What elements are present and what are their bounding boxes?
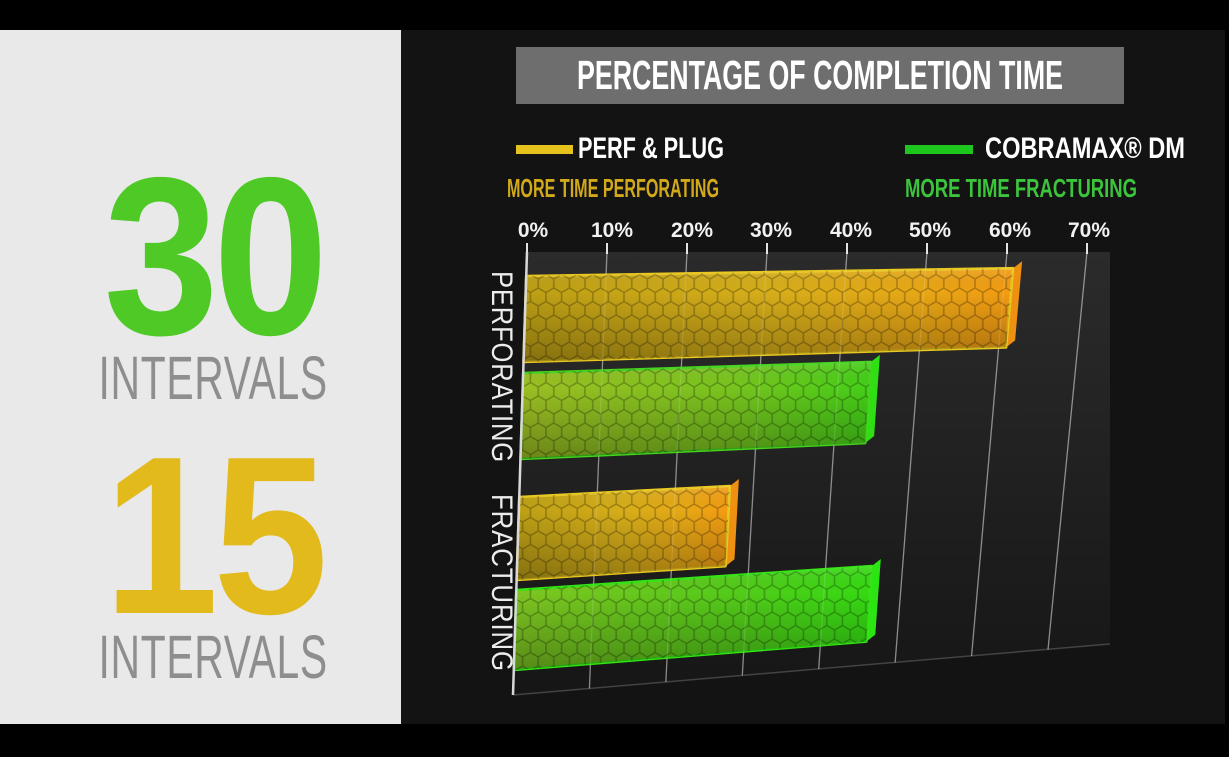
x-tick-40: 40%	[830, 219, 872, 242]
tagline-cobramax: MORE TIME FRACTURING	[905, 173, 1137, 203]
chart-title: PERCENTAGE OF COMPLETION TIME	[577, 52, 1063, 98]
gridline-overlay	[894, 251, 928, 663]
tagline-perf-plug: MORE TIME PERFORATING	[507, 173, 719, 203]
legend-swatch-perf-plug	[516, 145, 573, 154]
bar-shade	[520, 361, 871, 459]
interval-stat-15: 15	[26, 423, 400, 648]
category-label-perforating: PERFORATING	[485, 271, 518, 463]
x-tick-30: 30%	[750, 219, 792, 242]
x-tick-10: 10%	[591, 219, 633, 242]
gridline-overlay	[818, 251, 848, 670]
bar-end-cap	[1006, 261, 1023, 348]
bars	[512, 261, 1023, 672]
gridline-overlay	[970, 251, 1008, 657]
interval-value-30: 30	[103, 130, 328, 382]
bar-end-cap	[725, 479, 739, 567]
x-tick-20: 20%	[671, 219, 713, 242]
category-label-fracturing: FRACTURING	[485, 494, 518, 672]
x-tick-0: 0%	[518, 219, 549, 242]
interval-label-15: INTERVALS	[98, 623, 328, 691]
bar-shade	[523, 268, 1014, 362]
interval-stat-15-label: INTERVALS	[26, 627, 400, 688]
chart-panel: PERCENTAGE OF COMPLETION TIME PERF & PLU…	[401, 30, 1225, 724]
x-tick-60: 60%	[989, 219, 1031, 242]
plot-base-edge	[512, 643, 1111, 696]
interval-label-30: INTERVALS	[98, 344, 328, 412]
x-tick-70: 70%	[1068, 219, 1110, 242]
intervals-panel: 30 INTERVALS 15 INTERVALS	[0, 30, 401, 724]
interval-value-15: 15	[103, 409, 328, 661]
bar-end-cap	[866, 559, 881, 642]
gridline-overlay	[665, 251, 688, 683]
bar-shade	[513, 566, 872, 670]
gridline-overlay	[741, 251, 768, 676]
gridline	[1047, 251, 1088, 650]
gridline-overlay	[1047, 251, 1088, 650]
y-axis-line	[511, 251, 529, 696]
legend-label-perf-plug: PERF & PLUG	[578, 132, 724, 165]
bar-end-cap	[865, 354, 880, 444]
interval-stat-30: 30	[26, 144, 400, 369]
bar-shade	[516, 486, 730, 580]
x-tick-50: 50%	[909, 219, 951, 242]
legend-label-cobramax: COBRAMAX® DM	[985, 132, 1185, 165]
completion-time-chart: PERCENTAGE OF COMPLETION TIME PERF & PLU…	[485, 47, 1185, 696]
legend-swatch-cobramax	[905, 145, 973, 154]
interval-stat-30-label: INTERVALS	[26, 348, 400, 409]
gridline-overlay	[588, 251, 608, 689]
chart-title-bar	[516, 47, 1124, 104]
